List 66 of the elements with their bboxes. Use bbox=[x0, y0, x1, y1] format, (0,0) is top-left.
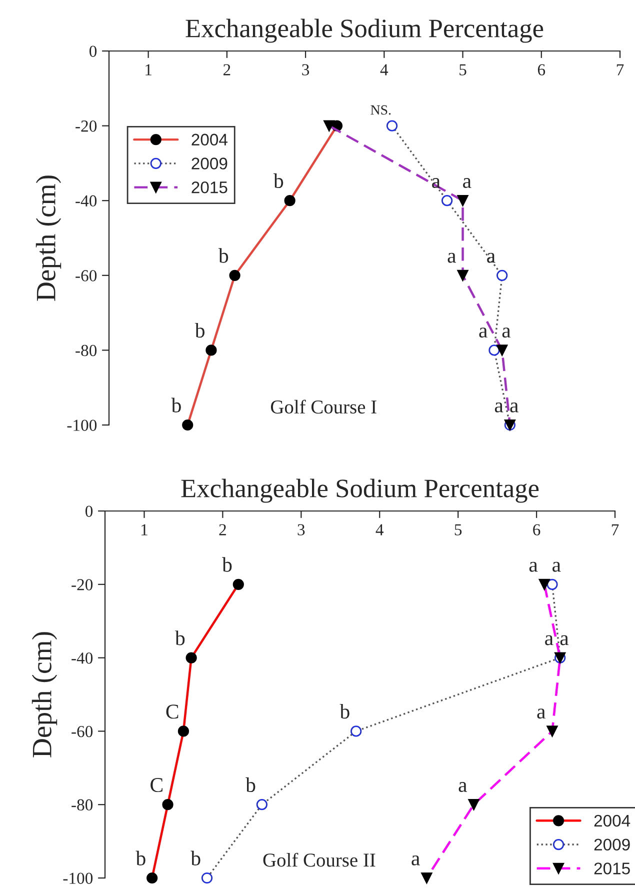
x-tick-label: 2 bbox=[223, 64, 230, 76]
y-axis-title: Depth (cm) bbox=[32, 632, 58, 758]
annotation: b bbox=[190, 850, 200, 866]
x-tick-label: 6 bbox=[538, 64, 546, 76]
annotation: NS. bbox=[370, 105, 391, 115]
x-tick-label: 1 bbox=[142, 524, 148, 536]
x-tick-label: 3 bbox=[302, 64, 310, 76]
annotation: a bbox=[560, 635, 569, 646]
annotation: a bbox=[458, 782, 467, 792]
annotation: a bbox=[479, 328, 488, 338]
x-tick-label: 5 bbox=[454, 524, 462, 536]
annotation: a bbox=[494, 402, 504, 412]
annotation: a bbox=[463, 178, 472, 188]
y-tick-label: -60 bbox=[76, 270, 97, 282]
legend-label: 2015 bbox=[594, 862, 630, 874]
y-tick-label: -20 bbox=[76, 120, 97, 132]
annotation: a bbox=[448, 252, 456, 263]
annotation: a bbox=[412, 855, 420, 866]
annotation: b bbox=[174, 630, 185, 646]
x-tick-label: 4 bbox=[380, 64, 388, 76]
y-tick-label: -100 bbox=[63, 872, 93, 884]
annotation: a bbox=[487, 252, 496, 263]
legend-label: 2009 bbox=[192, 158, 228, 170]
annotation: a bbox=[529, 562, 538, 572]
annotation: b bbox=[246, 777, 256, 792]
x-tick-label: 1 bbox=[146, 64, 152, 76]
x-tick-label: 2 bbox=[219, 524, 226, 536]
x-tick-label: 4 bbox=[376, 524, 384, 536]
annotation: a bbox=[545, 635, 554, 646]
annotation: b bbox=[136, 850, 146, 866]
annotation: Golf Course I bbox=[270, 400, 376, 414]
legend-label: 2004 bbox=[192, 134, 228, 146]
y-tick-label: -40 bbox=[76, 195, 97, 207]
chart-title: Exchangeable Sodium Percentage bbox=[181, 478, 539, 503]
annotation: a bbox=[432, 178, 440, 188]
y-tick-label: -60 bbox=[72, 726, 93, 738]
annotation: b bbox=[273, 173, 284, 188]
annotation: a bbox=[510, 402, 518, 412]
annotation: C bbox=[166, 704, 178, 719]
legend-label: 2015 bbox=[192, 182, 228, 194]
annotation: b bbox=[340, 704, 350, 719]
annotation: b bbox=[222, 557, 232, 572]
x-tick-label: 7 bbox=[616, 64, 624, 76]
y-tick-label: -20 bbox=[72, 579, 93, 590]
x-tick-label: 5 bbox=[460, 64, 466, 76]
annotation: a bbox=[502, 328, 511, 338]
annotation: C bbox=[150, 778, 162, 792]
y-tick-label: 0 bbox=[89, 46, 97, 57]
y-tick-label: -80 bbox=[72, 799, 93, 811]
y-tick-label: 0 bbox=[85, 506, 93, 517]
y-tick-label: -100 bbox=[67, 420, 97, 431]
annotation: a bbox=[537, 708, 546, 719]
x-tick-label: 7 bbox=[612, 524, 619, 536]
annotation: a bbox=[552, 562, 561, 572]
annotation: b bbox=[218, 248, 228, 263]
x-tick-label: 3 bbox=[298, 524, 305, 536]
annotation: Golf Course II bbox=[263, 852, 376, 867]
annotation: b bbox=[194, 322, 205, 338]
x-tick-label: 6 bbox=[533, 524, 540, 536]
legend-label: 2009 bbox=[594, 838, 630, 851]
legend-label: 2004 bbox=[594, 814, 630, 827]
y-tick-label: -80 bbox=[76, 344, 97, 356]
y-axis-title: Depth (cm) bbox=[36, 176, 62, 301]
chart-title: Exchangeable Sodium Percentage bbox=[186, 18, 544, 43]
annotation: b bbox=[171, 398, 181, 412]
y-tick-label: -40 bbox=[72, 652, 93, 664]
